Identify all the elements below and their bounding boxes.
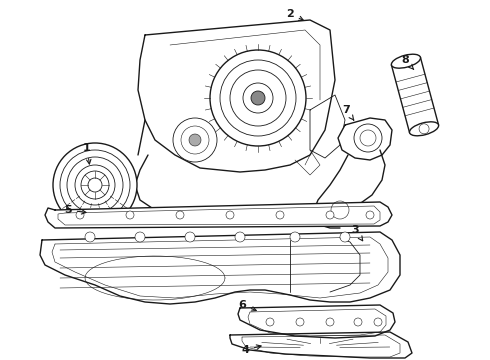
Circle shape [173,118,217,162]
Polygon shape [230,332,412,358]
Circle shape [366,211,374,219]
Circle shape [326,318,334,326]
Ellipse shape [392,54,420,68]
Circle shape [189,134,201,146]
Circle shape [60,150,130,220]
Circle shape [53,143,137,227]
Circle shape [251,91,265,105]
Circle shape [235,232,245,242]
Polygon shape [392,57,439,133]
Circle shape [85,232,95,242]
Text: 2: 2 [286,9,303,21]
Circle shape [243,83,273,113]
Circle shape [340,232,350,242]
Text: 6: 6 [238,300,256,311]
Circle shape [76,211,84,219]
Text: 8: 8 [401,55,414,69]
Circle shape [176,211,184,219]
Polygon shape [45,202,392,228]
Polygon shape [238,305,395,338]
Circle shape [210,50,306,146]
Circle shape [185,232,195,242]
Circle shape [354,124,382,152]
Text: 1: 1 [83,143,91,164]
Circle shape [331,201,349,219]
Circle shape [226,211,234,219]
Ellipse shape [410,122,439,136]
Text: 4: 4 [241,345,261,355]
Circle shape [374,318,382,326]
Circle shape [326,211,334,219]
Circle shape [354,318,362,326]
Circle shape [67,157,123,213]
Text: 3: 3 [351,225,363,241]
Circle shape [276,211,284,219]
Text: 5: 5 [64,205,86,215]
Circle shape [296,318,304,326]
Circle shape [75,165,115,205]
Circle shape [81,171,109,199]
Circle shape [419,124,429,134]
Circle shape [266,318,274,326]
Circle shape [360,130,376,146]
Polygon shape [40,232,400,304]
Polygon shape [138,20,335,172]
Text: 7: 7 [342,105,354,120]
Circle shape [230,70,286,126]
Polygon shape [310,95,345,158]
Circle shape [126,211,134,219]
Circle shape [220,60,296,136]
Circle shape [290,232,300,242]
Circle shape [135,232,145,242]
Circle shape [181,126,209,154]
Circle shape [88,178,102,192]
Polygon shape [338,118,392,160]
